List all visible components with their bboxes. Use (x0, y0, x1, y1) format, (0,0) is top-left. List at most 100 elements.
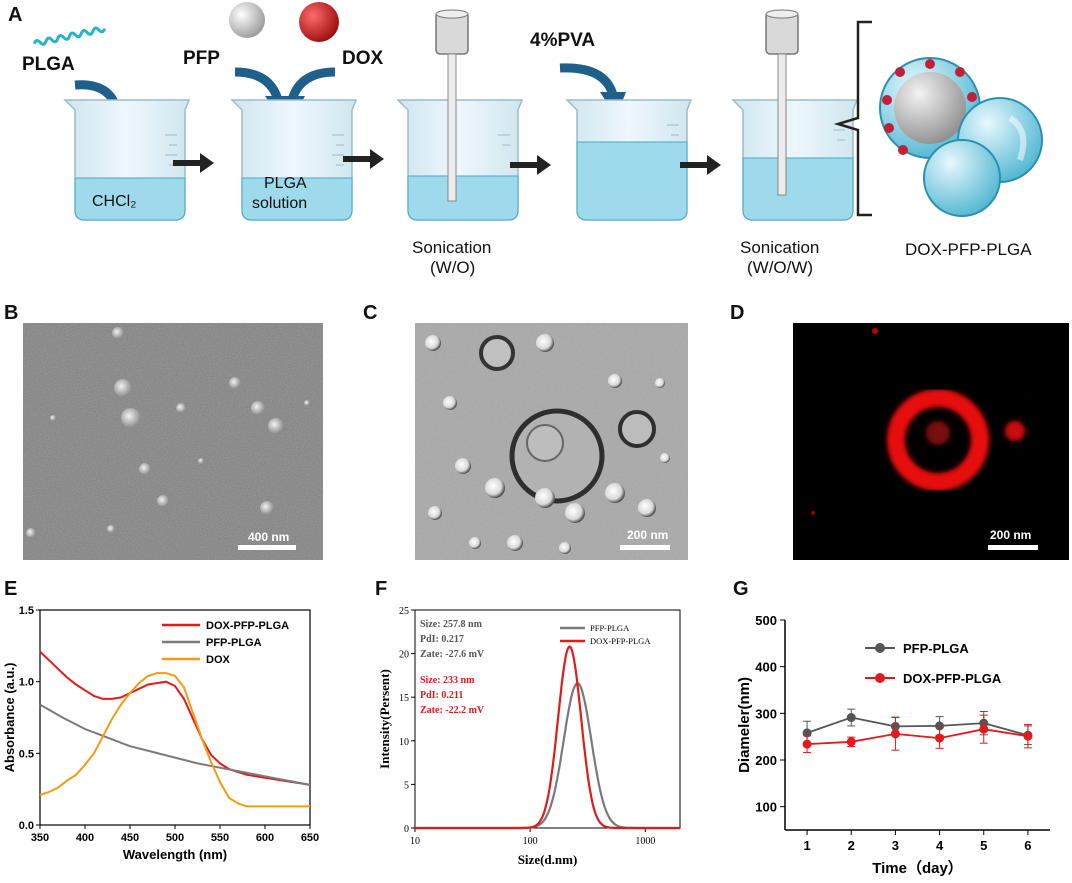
beaker-label-chcl2: CHCl₂ (92, 193, 137, 210)
legend-label: PFP-PLGA (590, 623, 630, 633)
beaker-label-plga: PLGA (264, 175, 307, 192)
x-tick-label: 100 (523, 836, 538, 847)
y-tick-label: 10 (399, 737, 409, 748)
x-tick-label: 650 (301, 832, 319, 844)
x-tick-label: 550 (211, 832, 229, 844)
pfp-sphere-icon (229, 2, 265, 38)
y-tick-label: 0.5 (19, 748, 34, 760)
legend-label: DOX-PFP-PLGA (590, 636, 651, 646)
scale-bar-c (620, 545, 670, 550)
plot-frame (414, 609, 681, 829)
legend-label: PFP-PLGA (206, 637, 262, 649)
data-point (935, 733, 945, 743)
panel-letter-b: B (4, 302, 19, 324)
data-point (1023, 731, 1033, 741)
series-line (807, 728, 1029, 745)
stats-annotation: PdI: 0.217 (420, 634, 464, 645)
y-tick-label: 400 (755, 660, 777, 675)
x-tick-label: 6 (1024, 838, 1031, 853)
x-axis-label: Size(d.nm) (518, 852, 578, 867)
x-tick-label: 4 (936, 838, 944, 853)
y-tick-label: 1.0 (19, 677, 34, 689)
stats-annotation: Size: 233 nm (420, 675, 475, 686)
y-tick-label: 100 (755, 800, 777, 815)
x-tick-label: 3 (892, 838, 899, 853)
scale-bar-label-c: 200 nm (627, 528, 669, 542)
scale-bar-label-d: 200 nm (990, 528, 1032, 542)
x-tick-label: 2 (848, 838, 855, 853)
beaker-label-solution: solution (252, 195, 308, 212)
y-axis-label: Intensity(Persent) (377, 669, 392, 769)
stats-annotation: PdI: 0.211 (420, 690, 463, 701)
process-arrow-icon (510, 155, 551, 175)
absorbance-chart: 350 400 450 500 550 600 650 0.0 0.5 1.0 1.5 Wavelen… (2, 605, 319, 862)
fluorescence-ring (793, 323, 1069, 560)
x-tick-label: 1 (803, 838, 810, 853)
beaker-icon (731, 99, 859, 221)
data-point (802, 739, 812, 749)
data-point (979, 724, 989, 734)
series-line-dox (39, 672, 310, 808)
caption-sonication-wo: Sonication (412, 238, 492, 257)
panel-letter-c: C (363, 302, 378, 324)
x-tick-label: 10 (410, 836, 420, 847)
legend-label: PFP-PLGA (903, 641, 969, 656)
x-axis-label: Time（day） (872, 859, 963, 877)
arrow-down-icon (559, 63, 618, 97)
sonicator-probe-icon (435, 9, 469, 202)
scale-bar-label-b: 400 nm (248, 530, 290, 544)
caption-sonication-wow: Sonication (740, 238, 820, 257)
distribution-curve (415, 645, 680, 830)
y-tick-label: 20 (399, 650, 409, 661)
dox-sphere-icon (299, 2, 339, 42)
sonicator-probe-icon (765, 9, 799, 196)
sem-image (23, 323, 323, 560)
diameter-stability-chart: 1 2 3 4 5 6 100 200 300 400 500 Time（day） Diameler(n… (736, 613, 1050, 877)
stats-annotation: Zate: -22.2 mV (420, 705, 485, 716)
legend-marker (875, 643, 885, 653)
x-tick-label: 600 (256, 832, 274, 844)
panel-letter-g: G (733, 578, 749, 600)
brightfield-image (415, 323, 688, 560)
series-line-dox-pfp-plga (39, 650, 311, 786)
process-arrow-icon (343, 149, 384, 169)
beaker-icon (565, 99, 693, 221)
y-tick-label: 0 (404, 824, 409, 835)
x-axis-label: Wavelength (nm) (123, 847, 227, 862)
caption-product: DOX-PFP-PLGA (905, 240, 1032, 259)
series-line (806, 716, 1029, 737)
series-line-pfp-plga (39, 703, 311, 786)
y-tick-label: 15 (399, 693, 409, 704)
arrow-down-icon (234, 67, 283, 102)
stats-annotation: Zate: -27.6 mV (420, 649, 485, 660)
x-tick-label: 1000 (635, 836, 655, 847)
y-tick-label: 300 (755, 706, 777, 721)
x-tick-label: 400 (76, 832, 94, 844)
caption-wo: (W/O) (430, 258, 476, 277)
y-tick-label: 200 (755, 753, 777, 768)
x-tick-label: 500 (166, 832, 184, 844)
beaker-icon (396, 99, 524, 221)
y-tick-label: 1.5 (19, 605, 34, 617)
sem-particles (23, 323, 323, 560)
y-tick-label: 500 (755, 613, 777, 628)
scale-bar-d (988, 545, 1038, 550)
size-distribution-chart: 10 100 1000 0 5 10 15 20 25 Size(d.nm) Intensity(P… (377, 606, 681, 867)
process-arrow-icon (680, 155, 721, 175)
y-tick-label: 5 (404, 780, 409, 791)
caption-wow: (W/O/W) (747, 258, 814, 277)
data-point (890, 729, 900, 739)
y-axis-label: Diameler(nm) (736, 677, 753, 773)
reagent-label-pva: 4%PVA (530, 30, 596, 51)
arrow-down-icon (287, 67, 336, 102)
process-arrow-icon (173, 153, 214, 173)
beaker-icon (230, 99, 358, 221)
panel-letter-f: F (375, 578, 388, 600)
y-tick-label: 25 (399, 606, 409, 617)
brace-icon (833, 20, 872, 217)
legend-label: DOX (206, 654, 231, 666)
y-axis-label: Absorbance (a.u.) (2, 663, 17, 773)
data-point (846, 713, 856, 723)
x-tick-label: 450 (121, 832, 139, 844)
reagent-label-plga: PLGA (22, 54, 75, 75)
